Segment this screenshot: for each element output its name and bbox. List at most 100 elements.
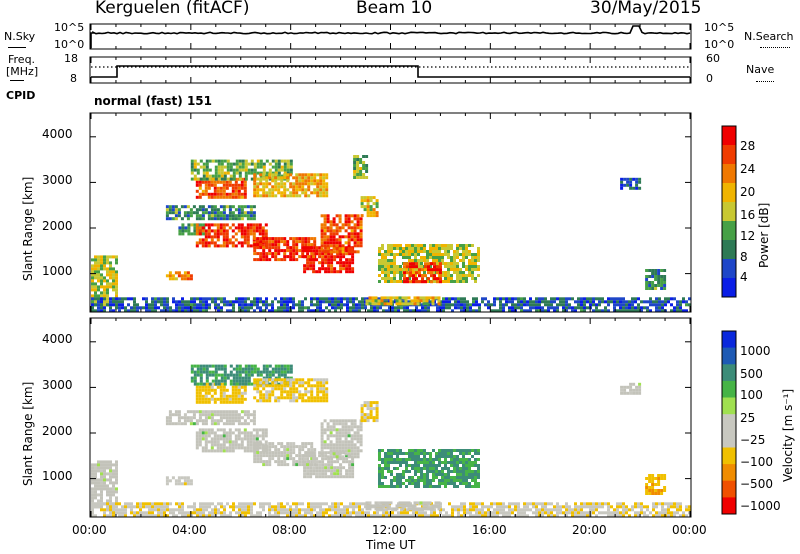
velocity-cell: [409, 514, 412, 518]
power-cell: [438, 250, 441, 253]
velocity-cell: [213, 434, 217, 438]
velocity-cell: [592, 508, 595, 512]
velocity-cell: [246, 440, 250, 444]
velocity-cell: [436, 514, 439, 518]
power-cell: [240, 241, 244, 245]
velocity-cell: [231, 400, 235, 404]
power-cell: [648, 281, 652, 284]
velocity-cell: [214, 511, 217, 515]
velocity-cell: [207, 413, 211, 417]
power-cell: [324, 255, 328, 259]
velocity-cell: [217, 364, 221, 368]
power-cell: [417, 253, 420, 256]
power-cell: [332, 247, 336, 251]
power-cell: [604, 309, 607, 313]
power-cell: [216, 232, 220, 236]
velocity-cell: [312, 466, 316, 470]
velocity-cell: [453, 449, 456, 452]
velocity-cell: [547, 502, 550, 506]
power-cell: [414, 247, 417, 250]
velocity-cell: [487, 514, 490, 518]
velocity-cell: [457, 505, 460, 509]
power-cell: [271, 165, 275, 169]
velocity-cell: [213, 397, 217, 401]
velocity-cell: [262, 376, 266, 380]
velocity-cell: [112, 511, 115, 515]
velocity-cell: [381, 473, 384, 476]
power-cell: [127, 297, 130, 301]
power-cell: [425, 302, 429, 306]
velocity-cell: [193, 502, 196, 506]
velocity-cell: [244, 364, 248, 368]
power-cell: [241, 159, 245, 163]
velocity-cell: [393, 452, 396, 455]
power-cell: [399, 280, 402, 283]
velocity-cell: [262, 393, 266, 397]
power-cell: [222, 195, 226, 199]
power-cell: [94, 258, 97, 262]
velocity-cell: [559, 505, 562, 509]
velocity-cell: [481, 508, 484, 512]
power-cell: [243, 241, 247, 245]
velocity-cell: [133, 511, 136, 515]
velocity-cell: [247, 508, 250, 512]
power-cell: [660, 287, 664, 290]
power-cell: [295, 191, 299, 195]
velocity-cell: [514, 505, 517, 509]
power-cell: [286, 194, 290, 198]
velocity-cell: [330, 475, 334, 479]
velocity-cell: [274, 505, 277, 509]
velocity-cell: [264, 443, 268, 447]
velocity-cell: [313, 514, 316, 518]
velocity-cell: [196, 370, 200, 374]
power-cell: [217, 168, 221, 172]
velocity-cell: [232, 373, 236, 377]
velocity-cell: [249, 437, 253, 441]
power-cell: [355, 297, 358, 301]
velocity-cell: [193, 379, 197, 383]
power-cell: [340, 297, 343, 301]
power-cell: [397, 309, 400, 313]
power-cell: [363, 205, 367, 209]
power-cell: [304, 191, 308, 195]
velocity-cell: [667, 511, 670, 515]
power-cell: [399, 274, 402, 277]
velocity-cell: [310, 457, 314, 461]
power-cell: [649, 303, 652, 307]
nsky-trace: [90, 25, 691, 48]
power-cell: [240, 192, 244, 196]
power-cell: [565, 309, 568, 313]
velocity-cell: [247, 379, 251, 383]
power-cell: [271, 179, 275, 183]
velocity-cell: [265, 399, 269, 403]
velocity-cell: [441, 482, 444, 485]
velocity-cell: [207, 385, 211, 389]
power-cell: [359, 223, 363, 227]
velocity-cell: [523, 514, 526, 518]
velocity-cell: [124, 505, 127, 509]
velocity-cell: [169, 502, 172, 506]
power-cell: [474, 256, 477, 259]
velocity-cell: [271, 457, 275, 461]
power-cell: [181, 229, 185, 233]
velocity-cell: [312, 451, 316, 455]
power-cell: [213, 195, 217, 199]
power-cell: [168, 277, 172, 281]
velocity-cell: [286, 364, 290, 368]
power-cell: [356, 170, 360, 173]
power-cell: [439, 265, 442, 269]
power-cell: [598, 309, 601, 313]
velocity-cell: [253, 514, 256, 518]
power-cell: [306, 261, 310, 265]
velocity-cell: [429, 479, 432, 482]
power-cell: [222, 244, 226, 248]
velocity-cell: [106, 463, 109, 467]
velocity-cell: [280, 502, 283, 506]
power-cell: [195, 244, 199, 248]
velocity-cell: [229, 505, 232, 509]
power-cell: [238, 168, 242, 172]
velocity-cell: [190, 505, 193, 509]
velocity-cell: [332, 425, 336, 429]
power-cell: [347, 244, 351, 248]
velocity-cell: [670, 514, 673, 518]
